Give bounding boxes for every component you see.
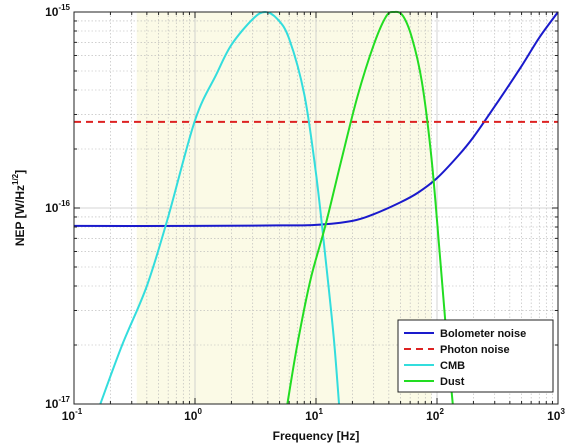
y-axis-label-exponent: 1/2 (11, 173, 20, 185)
y-axis-label-tail: ] (13, 170, 27, 174)
x-tick-label: 101 (305, 407, 323, 423)
y-tick-label: 10-17 (45, 395, 70, 411)
x-tick-label: 103 (547, 407, 565, 423)
y-tick-label: 10-15 (45, 3, 70, 19)
legend-label-photon-noise: Photon noise (440, 344, 510, 356)
series-line-cmb (99, 10, 341, 405)
y-axis-label: NEP [W/Hz1/2] (11, 170, 27, 246)
legend-label-cmb: CMB (440, 360, 465, 372)
y-tick-labels: 10-17 10-16 10-15 (45, 3, 70, 411)
series-line-bolometer-noise (73, 11, 559, 227)
x-tick-label: 10-1 (62, 407, 83, 423)
legend-label-dust: Dust (440, 376, 465, 388)
x-axis-label: Frequency [Hz] (273, 429, 360, 443)
y-tick-label: 10-16 (45, 199, 70, 215)
x-tick-label: 102 (426, 407, 444, 423)
x-tick-labels: 10-1 100 101 102 103 (62, 407, 566, 423)
x-tick-label: 100 (184, 407, 202, 423)
legend: Bolometer noise Photon noise CMB Dust (397, 319, 554, 393)
legend-label-bolometer-noise: Bolometer noise (440, 328, 526, 340)
tick-marks (73, 12, 558, 405)
